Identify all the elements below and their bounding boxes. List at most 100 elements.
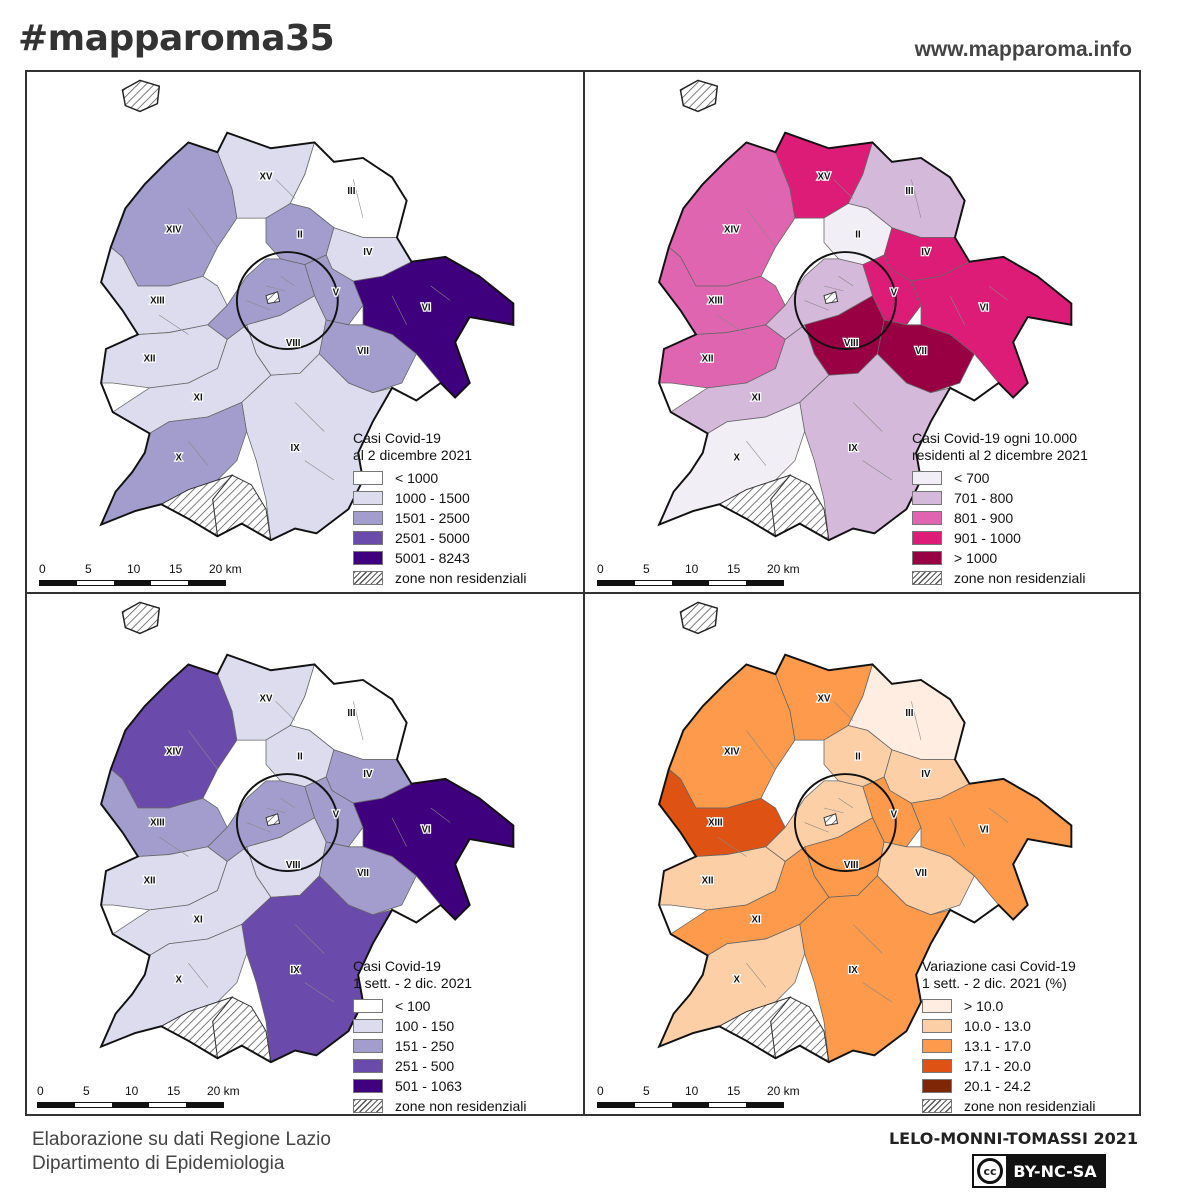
zone-boundary	[852, 924, 883, 954]
municipio-label: VII	[357, 346, 369, 357]
municipio-area[interactable]	[207, 258, 315, 340]
hatch-swatch	[353, 571, 383, 585]
municipio-label: IX	[291, 965, 301, 976]
license-badge[interactable]: cc BY-NC-SA	[972, 1154, 1106, 1188]
legend-class: 17.1 - 20.0	[922, 1056, 1096, 1076]
legend-label: 801 - 900	[954, 510, 1014, 526]
municipio-label: XV	[818, 171, 831, 182]
municipio-label: V	[891, 810, 898, 821]
municipio-area[interactable]	[207, 780, 315, 862]
legend-label: 2501 - 5000	[395, 530, 470, 546]
municipio-label: X	[733, 453, 740, 464]
municipio-label: V	[333, 810, 340, 821]
municipio-label: XI	[752, 392, 761, 403]
legend-label: < 1000	[395, 470, 439, 486]
legend: Casi Covid-19 al 2 dicembre 2021 < 1000 …	[353, 430, 527, 588]
scale-bar: 0 5 10 15 20 km	[39, 562, 242, 586]
legend-class: 701 - 800	[912, 488, 1088, 508]
scale-label: 5	[643, 562, 650, 576]
non-residential-zone	[121, 79, 161, 113]
legend-swatch	[353, 551, 383, 565]
municipio-label: XIII	[150, 295, 165, 306]
zone-boundary	[246, 300, 271, 311]
map-panel-cases-per-10000: XIV XV III XIII II IV XII V VI VIII VII XI IX X Casi …	[585, 72, 1141, 592]
legend-class: < 100	[353, 996, 527, 1016]
zone-boundary	[430, 285, 451, 301]
municipio-label: VIII	[844, 338, 859, 349]
zone-boundary	[159, 836, 189, 857]
municipio-area[interactable]	[765, 258, 873, 340]
legend-swatch	[353, 1039, 383, 1053]
zone-boundary	[188, 208, 218, 248]
scale-label: 0	[597, 562, 604, 576]
legend: Casi Covid-19 ogni 10.000 residenti al 2…	[912, 430, 1088, 588]
zone-boundary	[275, 179, 296, 199]
zone-boundary	[159, 314, 189, 335]
cc-symbol: cc	[977, 1158, 1003, 1184]
scale-segment	[598, 1103, 635, 1107]
city-boundary	[657, 131, 1073, 542]
scale-labels: 0 5 10 15 20 km	[597, 562, 800, 576]
legend-label: 151 - 250	[395, 1038, 455, 1054]
scale-label: 15	[169, 562, 183, 576]
hatch-swatch	[353, 1099, 383, 1113]
municipio-label: X	[175, 453, 182, 464]
zone-boundary	[280, 798, 296, 809]
scale-label: 10	[125, 1084, 139, 1098]
legend-label: 5001 - 8243	[395, 550, 470, 566]
scale-segment	[112, 1103, 149, 1107]
scale-segment	[598, 581, 635, 585]
non-residential-zone	[265, 813, 281, 827]
scale-segment	[188, 581, 225, 585]
scale-labels: 0 5 10 15 20 km	[39, 562, 242, 576]
scale-bar-segments	[37, 1102, 224, 1108]
legend-class: > 10.0	[922, 996, 1096, 1016]
license-label: BY-NC-SA	[1006, 1156, 1104, 1186]
scale-label: 20 km	[767, 1084, 800, 1098]
municipio-area[interactable]	[110, 664, 238, 809]
ring-road	[235, 251, 339, 351]
scale-label: 15	[167, 1084, 181, 1098]
legend-class: 100 - 150	[353, 1016, 527, 1036]
legend-class: > 1000	[912, 548, 1088, 568]
zone-boundary	[862, 460, 893, 481]
scale-label: 20 km	[767, 562, 800, 576]
legend-class: 251 - 500	[353, 1056, 527, 1076]
non-residential-zone	[679, 79, 719, 113]
choropleth-map: XIV XV III XIII II IV XII V VI VIII VII XI IX X	[657, 601, 1073, 1064]
zone-boundary	[188, 730, 218, 770]
scale-segment	[672, 581, 709, 585]
legend-title: Casi Covid-19	[353, 430, 441, 446]
legend-label: zone non residenziali	[395, 1098, 527, 1114]
map-geometry: XIV XV III XIII II IV XII V VI VIII VII XI IX X	[657, 79, 1073, 542]
municipio-area[interactable]	[668, 664, 796, 809]
legend-title: Casi Covid-19	[353, 958, 441, 974]
scale-segment	[746, 1103, 783, 1107]
zone-boundary	[833, 701, 854, 721]
legend-subtitle: al 2 dicembre 2021	[353, 447, 473, 463]
municipio-label: V	[333, 288, 340, 299]
scale-bar-segments	[39, 580, 226, 586]
city-boundary	[99, 131, 515, 542]
scale-label: 5	[643, 1084, 650, 1098]
scale-bar-segments	[597, 580, 784, 586]
municipio-label: XIII	[708, 295, 723, 306]
municipio-area[interactable]	[110, 142, 238, 287]
non-residential-zone	[679, 601, 719, 635]
legend-subtitle: residenti al 2 dicembre 2021	[912, 447, 1088, 463]
legend-swatch	[353, 511, 383, 525]
legend-swatch	[912, 551, 942, 565]
non-residential-zone	[823, 813, 839, 827]
map-geometry: XIV XV III XIII II IV XII V VI VIII VII XI IX X	[99, 601, 515, 1064]
municipio-area[interactable]	[765, 780, 873, 862]
municipio-label: XII	[144, 354, 156, 365]
zone-boundary	[804, 300, 829, 311]
legend-label: 701 - 800	[954, 490, 1014, 506]
legend-class: 901 - 1000	[912, 528, 1088, 548]
municipio-label: VI	[421, 302, 430, 313]
municipio-area[interactable]	[668, 142, 796, 287]
website-url[interactable]: www.mapparoma.info	[914, 38, 1132, 61]
municipio-label: VI	[979, 824, 988, 835]
municipio-label: IX	[849, 443, 859, 454]
legend-hatch: zone non residenziali	[353, 568, 527, 588]
